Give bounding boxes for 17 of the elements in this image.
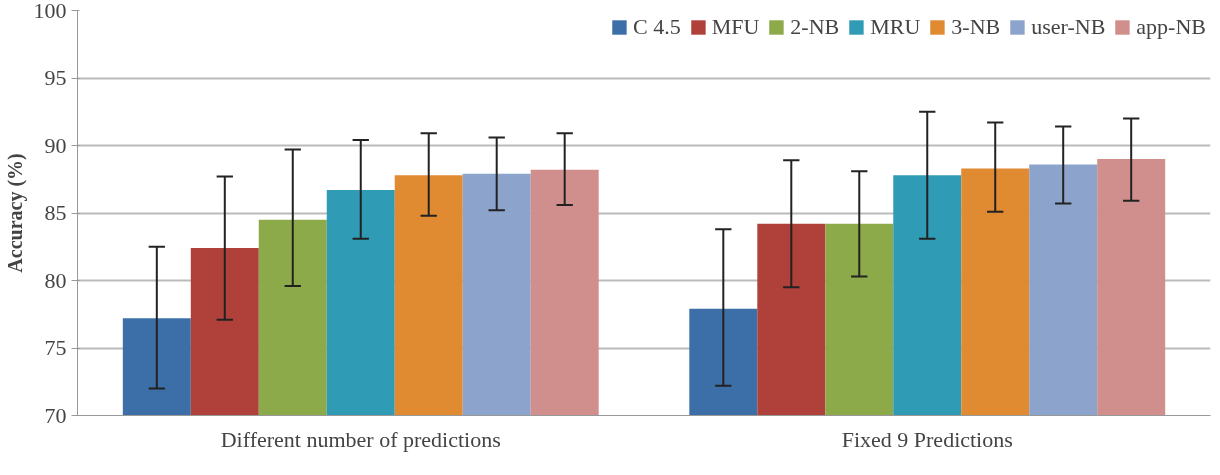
x-tick-label: Fixed 9 Predictions	[841, 426, 1013, 452]
y-tick-label: 85	[44, 200, 67, 225]
legend-label: 3-NB	[951, 14, 1001, 40]
y-tick-label: 70	[44, 402, 67, 428]
legend-label: MRU	[870, 14, 921, 40]
y-tick-label: 90	[44, 132, 67, 158]
y-tick-label: 95	[44, 65, 67, 90]
y-axis-title: Accuracy (%)	[3, 153, 27, 273]
legend-label: user-NB	[1031, 14, 1106, 40]
legend-label: 2-NB	[790, 14, 840, 40]
legend-label: app-NB	[1136, 14, 1206, 40]
y-tick-label: 80	[44, 267, 67, 293]
y-tick-label: 75	[44, 335, 67, 360]
y-tick-label: 100	[33, 0, 67, 23]
legend-label: MFU	[711, 14, 760, 40]
x-tick-label: Different number of predictions	[220, 426, 501, 452]
legend-label: C 4.5	[632, 14, 681, 40]
